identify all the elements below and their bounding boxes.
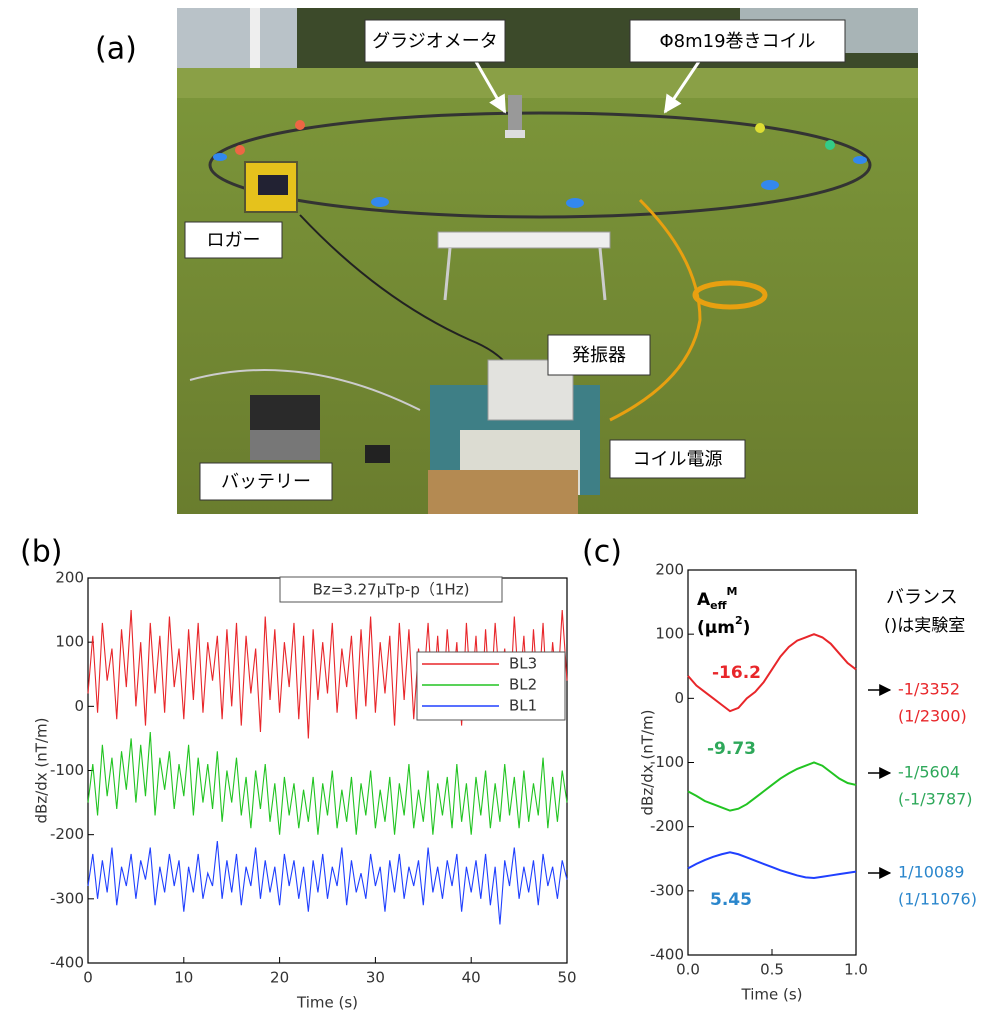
photo-label: Φ8m19巻きコイル xyxy=(659,31,815,52)
x-tick-label: 0.5 xyxy=(760,961,784,979)
aeff-value: -9.73 xyxy=(707,739,756,759)
annotation: Bz=3.27μTp-p（1Hz) xyxy=(313,581,470,599)
balance-lab: (-1/3787) xyxy=(898,790,973,809)
aeff-sub: eff xyxy=(710,599,726,612)
balance-ratio: -1/3352 xyxy=(898,680,960,699)
y-tick-label: 100 xyxy=(655,625,684,643)
unit-close: ) xyxy=(743,618,751,638)
x-axis-label: Time (s) xyxy=(296,994,358,1012)
x-tick-label: 0.0 xyxy=(676,961,700,979)
y-tick-label: -100 xyxy=(50,761,84,779)
legend-label: BL1 xyxy=(509,697,537,715)
y-tick-label: -300 xyxy=(650,881,684,899)
series-line xyxy=(688,763,856,811)
photo-label: ロガー xyxy=(207,230,261,251)
x-axis-label: Time (s) xyxy=(741,986,803,1004)
aeff-label: AeffM xyxy=(697,585,738,612)
x-tick-label: 30 xyxy=(366,969,385,987)
unit-sup: 2 xyxy=(735,614,743,627)
panel-label: (b) xyxy=(20,535,62,570)
photo-label: コイル電源 xyxy=(633,449,723,470)
aeff-unit: (μm2) xyxy=(697,614,750,638)
aeff-sup: M xyxy=(727,585,738,598)
series-line xyxy=(88,732,567,835)
photo xyxy=(177,8,918,514)
y-tick-label: -300 xyxy=(50,889,84,907)
balance-title: バランス xyxy=(886,587,958,608)
y-tick-label: 0 xyxy=(674,689,684,707)
photo-label: 発振器 xyxy=(572,345,626,366)
panel-label: (a) xyxy=(95,32,137,67)
x-tick-label: 1.0 xyxy=(844,961,868,979)
y-tick-label: 0 xyxy=(74,697,84,715)
balance-lab: (1/11076) xyxy=(898,890,977,909)
balance-ratio: 1/10089 xyxy=(898,863,964,882)
y-tick-label: 200 xyxy=(55,569,84,587)
photo-label: グラジオメータ xyxy=(372,31,498,52)
x-tick-label: 20 xyxy=(270,969,289,987)
balance-note: ()は実験室 xyxy=(884,616,965,636)
aeff-value: 5.45 xyxy=(710,890,752,910)
aeff-base: A xyxy=(697,590,711,610)
legend-label: BL3 xyxy=(509,655,537,673)
panel-label: (c) xyxy=(582,535,622,570)
aeff-value: -16.2 xyxy=(712,663,761,683)
y-axis-label: dBz/dx (nT/m) xyxy=(33,718,51,824)
photo-label: バッテリー xyxy=(221,472,311,493)
x-tick-label: 10 xyxy=(174,969,193,987)
x-tick-label: 40 xyxy=(462,969,481,987)
unit-text: (μm xyxy=(697,618,735,638)
x-tick-label: 50 xyxy=(557,969,576,987)
legend-box xyxy=(417,652,565,720)
y-tick-label: 200 xyxy=(655,561,684,579)
y-tick-label: -200 xyxy=(650,817,684,835)
balance-ratio: -1/5604 xyxy=(898,763,960,782)
y-tick-label: -400 xyxy=(50,954,84,972)
y-tick-label: -200 xyxy=(50,825,84,843)
y-axis-label: dBz/dx (nT/m) xyxy=(639,710,657,816)
series-line xyxy=(88,841,567,924)
series-line xyxy=(688,852,856,878)
y-tick-label: 100 xyxy=(55,633,84,651)
figure: (a) グラジオメータ Φ8m19巻きコイルロガー発振器バッテリー コイル電源 (b… xyxy=(0,0,1001,1012)
legend-label: BL2 xyxy=(509,676,537,694)
balance-lab: (1/2300) xyxy=(898,707,967,726)
x-tick-label: 0 xyxy=(83,969,93,987)
